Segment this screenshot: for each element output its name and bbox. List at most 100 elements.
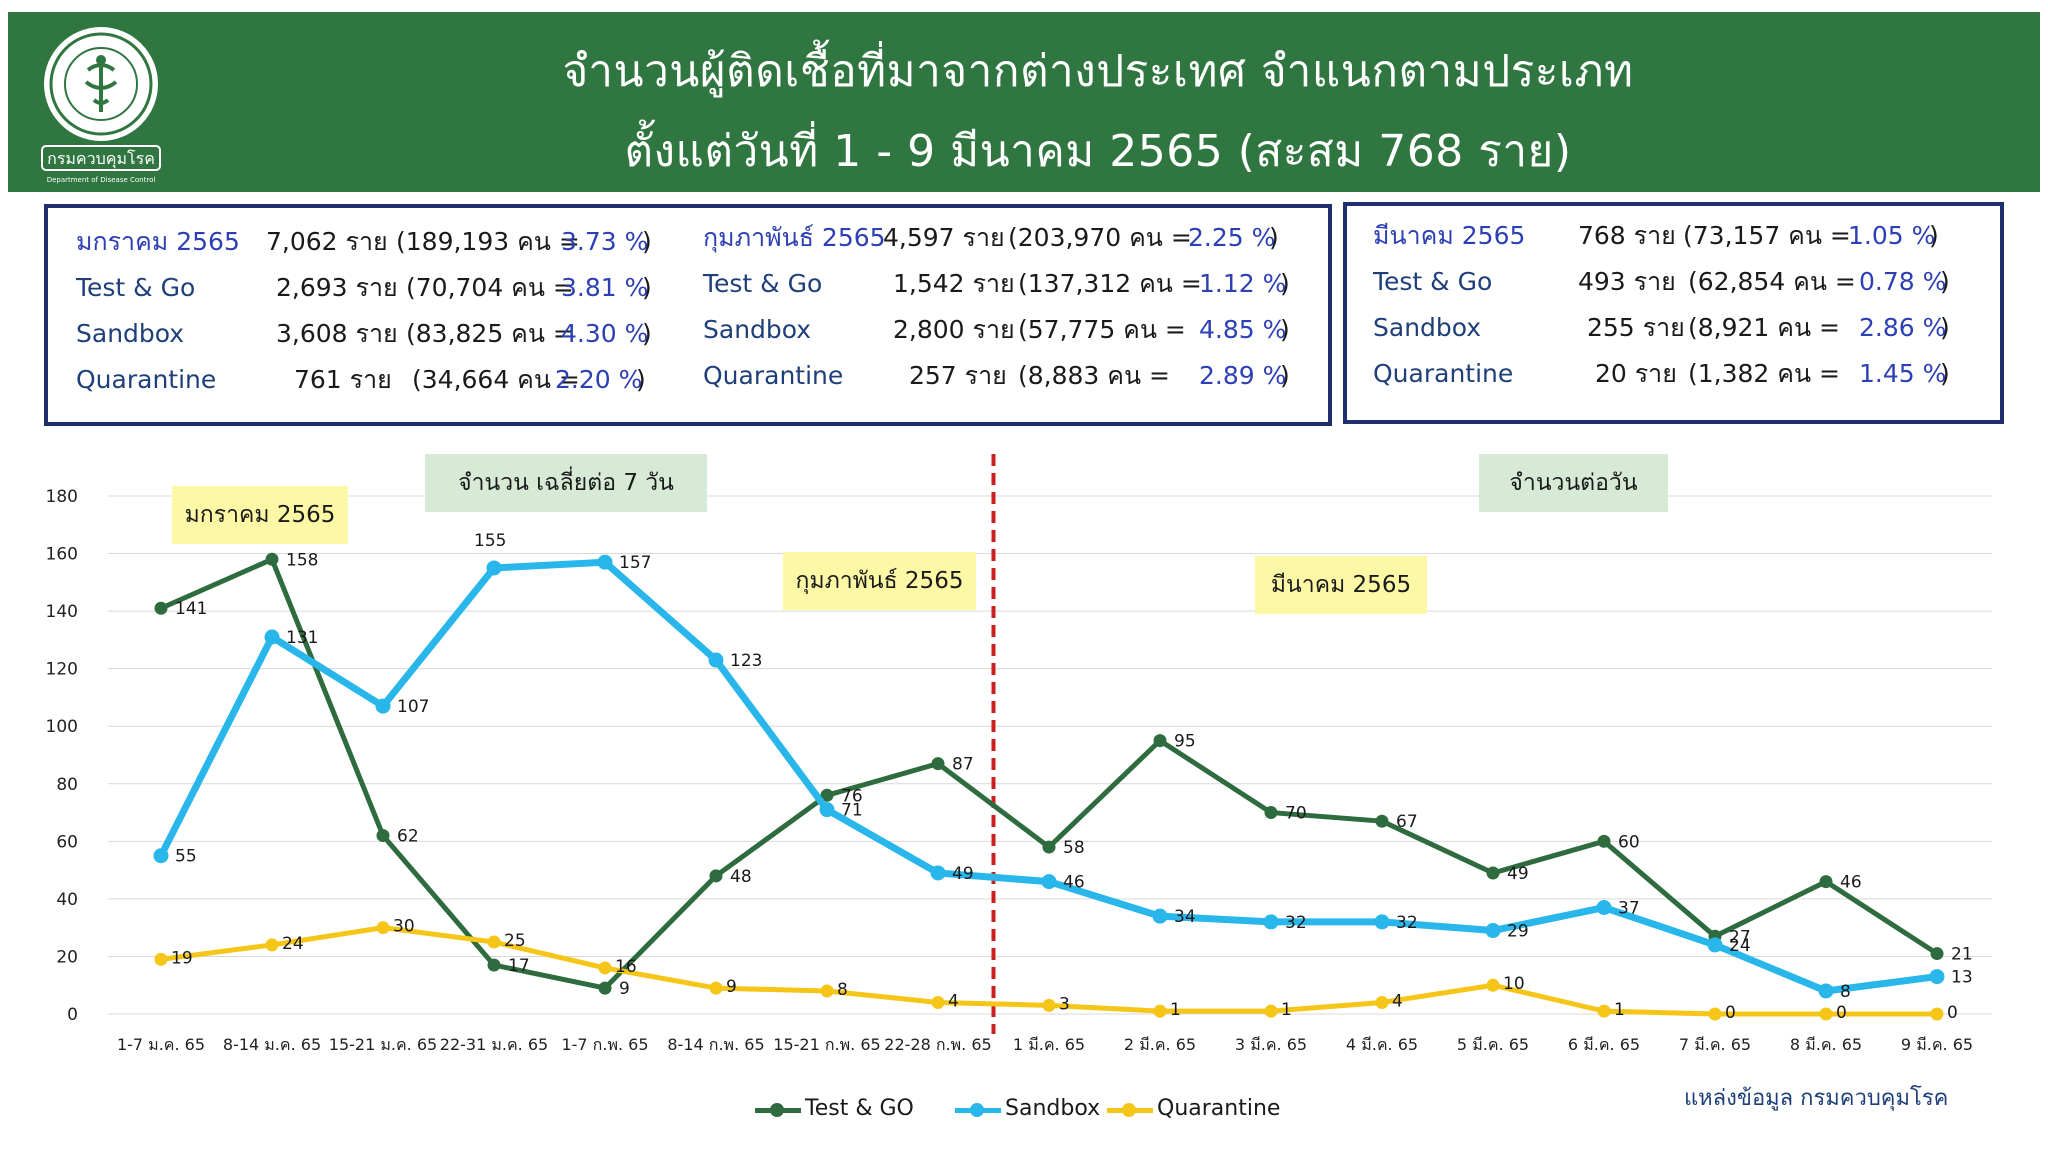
data-point xyxy=(598,961,612,975)
x-tick-label: 1 มี.ค. 65 xyxy=(1013,1035,1085,1054)
page-title-line2: ตั้งแต่วันที่ 1 - 9 มีนาคม 2565 (สะสม 76… xyxy=(624,126,1572,177)
y-tick-label: 60 xyxy=(56,832,78,852)
x-tick-label: 5 มี.ค. 65 xyxy=(1457,1035,1529,1054)
annotation-mar: มีนาคม 2565 xyxy=(1255,556,1427,614)
jan-total: 7,062 ราย xyxy=(266,227,388,256)
data-point xyxy=(1929,969,1945,985)
x-tick-label: 8-14 ก.พ. 65 xyxy=(667,1035,764,1054)
x-tick-label: 8-14 ม.ค. 65 xyxy=(223,1035,321,1054)
data-point xyxy=(1264,1004,1278,1018)
data-label: 158 xyxy=(286,550,318,570)
data-label: 1 xyxy=(1170,1000,1181,1020)
data-label: 10 xyxy=(1503,974,1525,994)
data-label: 8 xyxy=(837,980,848,1000)
data-point xyxy=(1597,834,1611,848)
ministry-logo: กรมควบคุมโรค Department of Disease Contr… xyxy=(41,27,161,184)
data-point xyxy=(1707,937,1723,953)
data-label: 48 xyxy=(730,867,752,887)
data-point xyxy=(1264,806,1278,820)
data-point xyxy=(1819,1007,1833,1021)
data-point xyxy=(1375,995,1389,1009)
data-point xyxy=(1375,814,1389,828)
x-tick-label: 7 มี.ค. 65 xyxy=(1679,1035,1751,1054)
data-point xyxy=(709,869,723,883)
mar-month-label: มีนาคม 2565 xyxy=(1373,221,1526,250)
data-label: 67 xyxy=(1396,812,1418,832)
data-label: 8 xyxy=(1840,982,1851,1002)
data-label: 141 xyxy=(175,599,207,619)
data-label: 46 xyxy=(1840,873,1862,893)
data-point xyxy=(1819,875,1833,889)
data-point xyxy=(487,958,501,972)
data-point xyxy=(820,984,834,998)
data-point xyxy=(375,698,391,714)
data-label: 95 xyxy=(1174,732,1196,752)
data-point xyxy=(598,981,612,995)
data-label: 27 xyxy=(1729,927,1751,947)
data-label: 157 xyxy=(619,553,651,573)
data-label: 46 xyxy=(1063,873,1085,893)
summary-box-march: มีนาคม 2565 768 ราย (73,157 คน = 1.05 % … xyxy=(1343,202,2004,424)
data-point xyxy=(153,848,169,864)
data-point xyxy=(819,802,835,818)
data-label: 49 xyxy=(952,864,974,884)
x-tick-label: 6 มี.ค. 65 xyxy=(1568,1035,1640,1054)
summary-box-jan-feb: มกราคม 2565 7,062 ราย (189,193 คน = 3.73… xyxy=(44,204,1332,426)
data-label: 55 xyxy=(175,847,197,867)
data-label: 17 xyxy=(508,956,530,976)
data-label: 37 xyxy=(1618,899,1640,919)
x-tick-label: 9 มี.ค. 65 xyxy=(1901,1035,1973,1054)
x-tick-label: 3 มี.ค. 65 xyxy=(1235,1035,1307,1054)
data-label: 30 xyxy=(393,917,415,937)
data-label: 1 xyxy=(1281,1000,1292,1020)
data-point xyxy=(1486,866,1500,880)
chart-area: 0 20 40 60 80 100 120 140 160 180 1-7 ม.ค. 65 8-14 … xyxy=(0,440,2048,1152)
x-tick-label: 15-21 ม.ค. 65 xyxy=(329,1035,437,1054)
data-label: 29 xyxy=(1507,922,1529,942)
data-label: 24 xyxy=(1729,936,1751,956)
data-point xyxy=(1042,998,1056,1012)
data-label: 76 xyxy=(841,786,863,806)
svg-text:Department of Disease Control: Department of Disease Control xyxy=(47,176,156,184)
data-label: 34 xyxy=(1174,907,1196,927)
data-point xyxy=(154,952,168,966)
data-label: 87 xyxy=(952,755,974,775)
data-label: 32 xyxy=(1285,913,1307,933)
x-tick-label: 1-7 ม.ค. 65 xyxy=(117,1035,205,1054)
data-label: 24 xyxy=(282,934,304,954)
data-point xyxy=(265,938,279,952)
data-label: 70 xyxy=(1285,804,1307,824)
data-label: 16 xyxy=(615,957,637,977)
jan-total-pct: 3.73 % xyxy=(561,227,649,256)
data-label: 32 xyxy=(1396,913,1418,933)
data-point xyxy=(1708,1007,1722,1021)
data-label: 71 xyxy=(841,801,863,821)
y-tick-label: 140 xyxy=(46,602,78,622)
x-tick-label: 1-7 ก.พ. 65 xyxy=(561,1035,648,1054)
data-point xyxy=(154,601,168,615)
data-point xyxy=(1818,983,1834,999)
feb-month-label: กุมภาพันธ์ 2565 xyxy=(703,223,886,252)
y-tick-label: 80 xyxy=(56,775,78,795)
data-label: 4 xyxy=(1392,991,1403,1011)
page-title-line1: จำนวนผู้ติดเชื้อที่มาจากต่างประเทศ จำแนก… xyxy=(562,46,1634,97)
data-label: 1 xyxy=(1614,1000,1625,1020)
data-label: 0 xyxy=(1836,1003,1847,1023)
y-tick-label: 180 xyxy=(46,487,78,507)
data-point xyxy=(1374,914,1390,930)
data-point xyxy=(820,788,834,802)
data-point xyxy=(1152,908,1168,924)
data-point xyxy=(931,995,945,1009)
jan-total-detail: (189,193 คน = xyxy=(396,227,580,256)
data-label: 58 xyxy=(1063,838,1085,858)
data-label: 49 xyxy=(1507,864,1529,884)
x-tick-label: 2 มี.ค. 65 xyxy=(1124,1035,1196,1054)
data-point xyxy=(265,552,279,566)
y-tick-label: 120 xyxy=(46,660,78,680)
jan-month-label: มกราคม 2565 xyxy=(76,227,240,256)
data-label: 9 xyxy=(726,977,737,997)
data-point xyxy=(1930,947,1944,961)
x-tick-label: 22-31 ม.ค. 65 xyxy=(440,1035,548,1054)
data-point xyxy=(1263,914,1279,930)
y-tick-label: 0 xyxy=(67,1005,78,1025)
